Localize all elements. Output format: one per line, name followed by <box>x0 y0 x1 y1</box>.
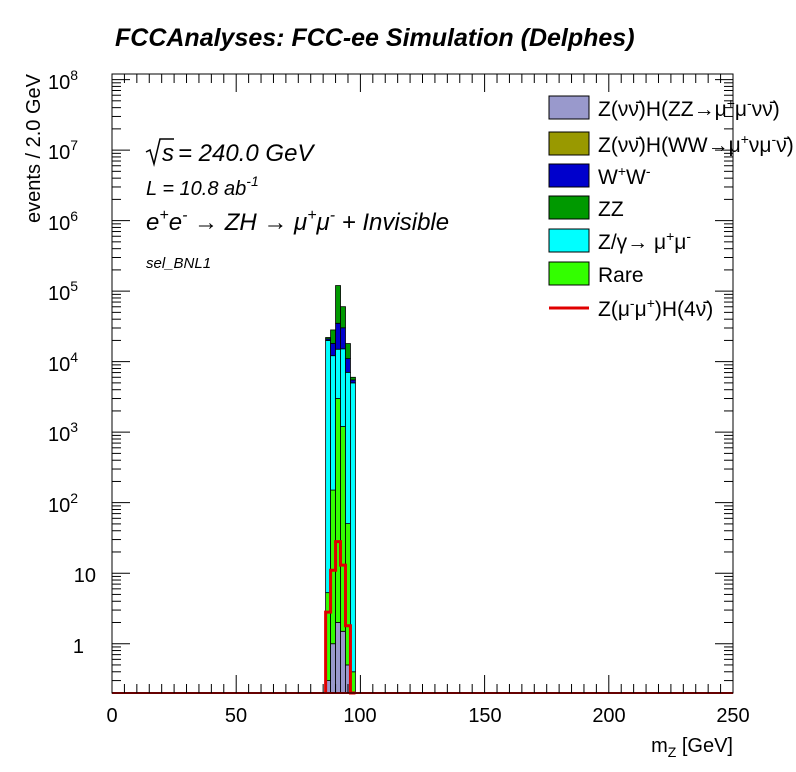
legend-label: Z(νν̄)H(ZZ→μ+μ-νν̄) <box>598 95 780 121</box>
legend-label: Rare <box>598 264 644 287</box>
y-tick-label: 107 <box>48 137 78 164</box>
x-tick-label: 100 <box>343 705 376 727</box>
x-axis-label: mZ [GeV] <box>651 735 733 760</box>
legend-label: Z(μ-μ+)H(4ν̄) <box>598 295 713 321</box>
bar-zgamma <box>330 355 336 491</box>
y-axis-label: events / 2.0 GeV <box>23 73 45 223</box>
y-tick-label: 102 <box>48 490 78 517</box>
bar-zz <box>325 337 331 340</box>
legend-label: ZZ <box>598 198 624 221</box>
sqrt-s-annotation: s = 240.0 GeV <box>145 138 315 167</box>
y-tick-label: 108 <box>48 67 78 94</box>
svg-text:= 240.0 GeV: = 240.0 GeV <box>178 140 315 167</box>
bar-zz <box>330 329 336 344</box>
bar-zz <box>335 285 341 324</box>
bar-zz <box>350 376 356 381</box>
y-tick-label: 106 <box>48 208 78 235</box>
bar-zgamma <box>325 340 331 594</box>
legend-swatch <box>548 228 590 253</box>
bar-zgamma <box>340 348 346 427</box>
y-tick-label: 104 <box>48 349 78 376</box>
bar-zgamma <box>335 348 341 399</box>
lumi-annotation: L = 10.8 ab-1 <box>146 173 259 200</box>
bar-zgamma <box>345 371 351 525</box>
bar-ww <box>345 358 351 373</box>
stacked-histogram <box>325 285 356 694</box>
legend-swatch <box>548 95 590 120</box>
process-annotation: e+e- → ZH → μ+μ- + Invisible <box>146 207 449 236</box>
legend-swatch <box>548 261 590 286</box>
y-tick-label: 103 <box>48 419 78 446</box>
legend-swatch <box>548 131 590 156</box>
bar-ww <box>330 342 336 357</box>
bar-ww <box>335 322 341 350</box>
y-tick-label: 1 <box>73 636 84 658</box>
x-tick-label: 150 <box>468 705 501 727</box>
selection-annotation: sel_BNL1 <box>146 255 211 272</box>
bar-zz <box>345 343 351 359</box>
sqrt-symbol <box>145 138 174 167</box>
series-line-signal <box>324 540 356 695</box>
bar-zh_zz <box>330 643 336 694</box>
axis-ticks <box>111 74 734 694</box>
legend: Z(νν̄)H(ZZ→μ+μ-νν̄) Z(νν̄)H(WW→μ+νμ-ν̄) … <box>548 95 794 321</box>
bar-rare <box>335 398 341 623</box>
legend-label: W+W- <box>598 163 651 189</box>
chart-title: FCCAnalyses: FCC-ee Simulation (Delphes) <box>115 24 635 52</box>
legend-swatch <box>548 163 590 188</box>
svg-text:s: s <box>162 140 174 167</box>
legend-swatch <box>548 195 590 220</box>
x-tick-label: 0 <box>106 705 117 727</box>
bar-ww <box>350 379 356 384</box>
bar-zh_zz <box>340 630 346 694</box>
x-tick-label: 50 <box>225 705 247 727</box>
bar-ww <box>340 327 346 350</box>
bar-zh_zz <box>335 622 341 694</box>
bar-zz <box>340 306 346 329</box>
x-tick-label: 200 <box>592 705 625 727</box>
legend-label: Z(νν̄)H(WW→μ+νμ-ν̄) <box>598 131 794 157</box>
y-tick-label: 105 <box>48 278 78 305</box>
legend-label: Z/γ→ μ+μ- <box>598 228 691 254</box>
y-tick-label: 10 <box>74 565 96 587</box>
x-tick-label: 250 <box>716 705 749 727</box>
